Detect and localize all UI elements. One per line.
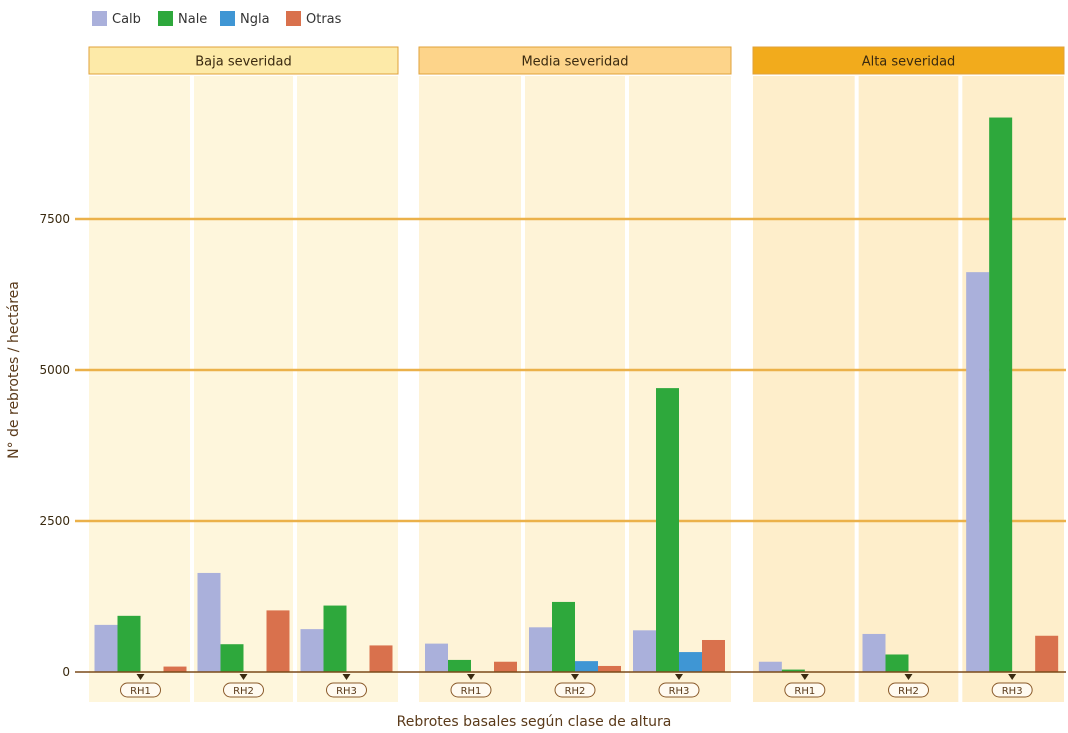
category-label: RH1	[130, 686, 151, 697]
legend-item-otras: Otras	[286, 11, 342, 27]
bar-calb	[529, 627, 552, 672]
y-tick-label: 5000	[39, 363, 70, 377]
bar-otras	[369, 645, 393, 672]
bar-ngla	[679, 652, 702, 672]
bar-calb	[197, 572, 221, 672]
legend-label: Ngla	[240, 12, 270, 27]
bars	[94, 117, 1059, 672]
panel-header-box	[418, 46, 732, 75]
legend-swatch	[158, 11, 173, 26]
legend-swatch	[92, 11, 107, 26]
bar-calb	[966, 272, 990, 672]
bar-otras	[598, 665, 621, 672]
y-axis-title: N° de rebrotes / hectárea	[6, 281, 22, 459]
bar-otras	[702, 639, 725, 672]
axes: 0 2500 5000 7500 RH1 RH2 RH3 RH1 RH2 RH3 RH1 RH2 RH3	[39, 212, 1066, 698]
bar-otras	[163, 666, 187, 672]
category-label: RH3	[1002, 686, 1023, 697]
bar-nale	[781, 669, 805, 672]
category-label: RH2	[898, 686, 919, 697]
category-label: RH2	[233, 686, 254, 697]
bar-calb	[758, 661, 782, 672]
gridlines	[75, 217, 1066, 523]
panel-sub-background	[629, 76, 731, 702]
panel-header-box	[88, 46, 399, 75]
panel-header-label: Baja severidad	[195, 55, 291, 70]
y-tick-label: 7500	[39, 212, 70, 226]
panel-sub-background	[858, 76, 959, 702]
panel-header-box	[752, 46, 1065, 75]
legend-label: Otras	[306, 12, 342, 27]
panel-sub-background	[297, 76, 398, 702]
category-label: RH1	[794, 686, 815, 697]
y-tick-label: 2500	[39, 514, 70, 528]
legend-label: Nale	[178, 12, 207, 27]
bar-otras	[1035, 635, 1059, 672]
category-tick-marker	[239, 674, 248, 680]
category-tick-marker	[571, 674, 579, 680]
bar-otras	[266, 610, 290, 672]
panel-backgrounds	[89, 76, 1064, 702]
category-label-pill	[658, 682, 700, 698]
category-tick-marker	[800, 674, 809, 680]
category-label-pill	[784, 682, 826, 698]
bar-calb	[94, 624, 118, 672]
category-tick-marker	[904, 674, 913, 680]
category-tick-marker	[342, 674, 351, 680]
bar-nale	[117, 615, 141, 672]
category-label-pill	[554, 682, 596, 698]
bar-calb	[633, 630, 656, 672]
category-label-pill	[326, 682, 367, 698]
y-tick-label: 0	[62, 665, 70, 679]
category-label: RH3	[336, 686, 357, 697]
legend: Calb Nale Ngla Otras	[92, 11, 342, 27]
category-tick-marker	[136, 674, 145, 680]
panel-sub-background	[753, 76, 855, 702]
bar-ngla	[575, 661, 598, 672]
bar-nale	[885, 654, 909, 672]
category-label-pill	[223, 682, 264, 698]
category-label-pill	[120, 682, 161, 698]
bar-nale	[989, 117, 1013, 672]
legend-item-ngla: Ngla	[220, 11, 270, 27]
bar-nale	[323, 605, 347, 672]
legend-item-nale: Nale	[158, 11, 207, 27]
panel-sub-background	[89, 76, 190, 702]
category-label-pill	[991, 682, 1033, 698]
bar-nale	[448, 659, 471, 672]
legend-swatch	[220, 11, 235, 26]
panel-headers: Baja severidad Media severidad Alta severi…	[88, 46, 1065, 75]
bar-calb	[862, 633, 886, 672]
bar-nale	[552, 601, 575, 672]
panel-header-label: Alta severidad	[862, 55, 956, 70]
category-tick-marker	[675, 674, 683, 680]
category-label: RH3	[669, 686, 690, 697]
category-label-pill	[888, 682, 929, 698]
category-tick-marker	[1008, 674, 1017, 680]
bar-calb	[425, 643, 448, 672]
panel-header-label: Media severidad	[521, 55, 628, 70]
bar-nale	[656, 388, 679, 672]
panel-sub-background	[419, 76, 521, 702]
category-label-pill	[450, 682, 492, 698]
category-label: RH1	[461, 686, 482, 697]
bar-calb	[300, 629, 324, 672]
panel-sub-background	[525, 76, 625, 702]
legend-label: Calb	[112, 12, 141, 27]
category-label: RH2	[565, 686, 586, 697]
bar-nale	[220, 644, 244, 672]
legend-swatch	[286, 11, 301, 26]
legend-item-calb: Calb	[92, 11, 141, 27]
category-tick-marker	[467, 674, 475, 680]
bar-otras	[494, 661, 517, 672]
x-axis-title: Rebrotes basales según clase de altura	[397, 714, 672, 730]
